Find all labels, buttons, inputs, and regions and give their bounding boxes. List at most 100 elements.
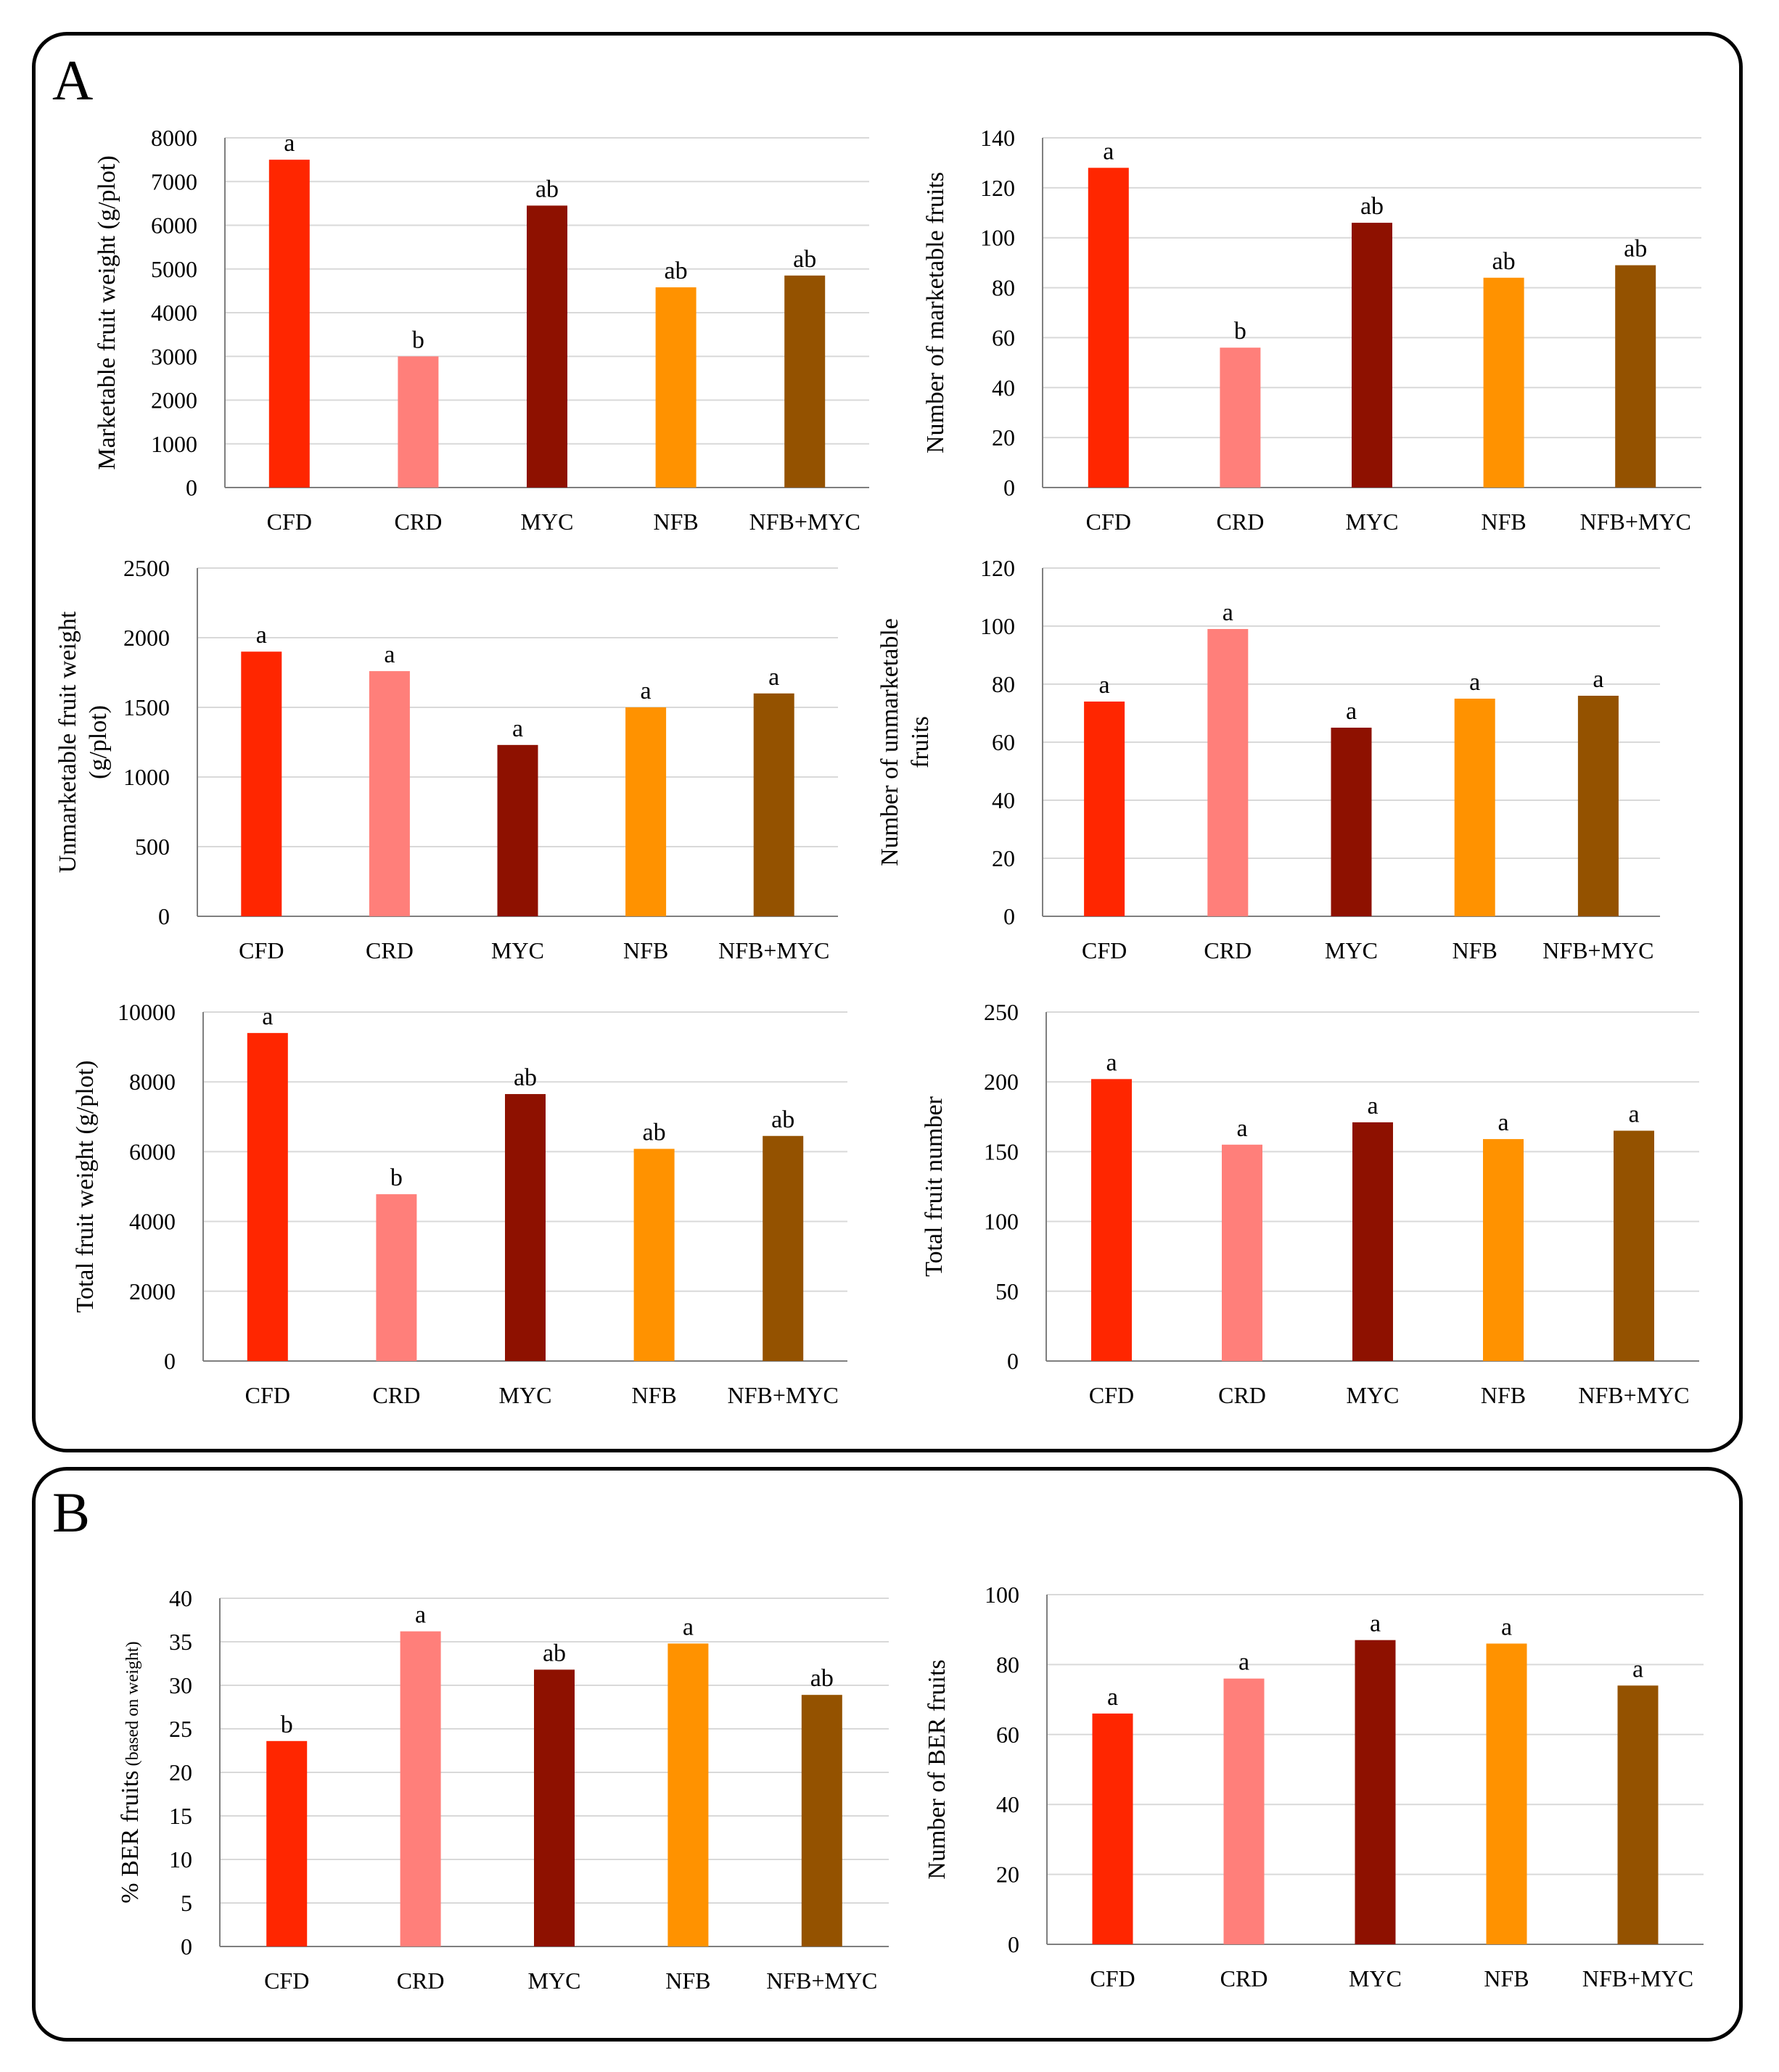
y-tick-label: 2500 <box>123 555 170 581</box>
x-tick-label: NFB+MYC <box>728 1382 839 1408</box>
significance-letter: a <box>1103 138 1114 165</box>
y-tick-label: 35 <box>169 1629 192 1655</box>
bar-nfb-myc <box>753 693 794 916</box>
significance-letter: a <box>284 130 295 157</box>
bar-nfb-myc <box>763 1135 804 1361</box>
significance-letter: a <box>1501 1613 1512 1640</box>
x-tick-label: NFB+MYC <box>1582 1965 1693 1991</box>
significance-letter: ab <box>793 246 816 273</box>
y-tick-label: 1500 <box>123 694 170 720</box>
significance-letter: ab <box>1492 248 1516 275</box>
x-tick-label: CFD <box>264 1968 309 1994</box>
y-tick-label: 20 <box>992 424 1015 451</box>
y-tick-label: 0 <box>1007 1348 1019 1374</box>
significance-letter: a <box>1469 669 1480 696</box>
x-tick-label: NFB+MYC <box>718 937 829 963</box>
y-axis-title: (g/plot) <box>85 705 112 779</box>
significance-letter: a <box>1497 1109 1508 1136</box>
y-tick-label: 500 <box>135 834 170 860</box>
x-tick-label: CFD <box>1090 1965 1135 1991</box>
y-tick-label: 5 <box>181 1890 192 1916</box>
y-tick-label: 4000 <box>151 300 197 326</box>
bar-myc <box>1331 728 1372 916</box>
significance-letter: ab <box>643 1119 666 1146</box>
panel-a-label: A <box>52 49 94 112</box>
significance-letter: ab <box>771 1106 794 1133</box>
bar-crd <box>400 1631 441 1946</box>
bar-nfb <box>1483 277 1524 488</box>
x-tick-label: CRD <box>1217 509 1265 535</box>
x-tick-label: NFB <box>653 509 698 535</box>
y-tick-label: 20 <box>992 845 1015 871</box>
bar-crd <box>369 671 410 916</box>
y-tick-label: 0 <box>1003 474 1015 501</box>
x-tick-label: NFB+MYC <box>1578 1382 1689 1408</box>
y-tick-label: 40 <box>992 787 1015 813</box>
bar-nfb-myc <box>801 1695 842 1946</box>
y-tick-label: 0 <box>1003 903 1015 929</box>
bar-cfd <box>268 160 310 488</box>
y-tick-label: 0 <box>158 903 170 929</box>
significance-letter: a <box>1628 1101 1639 1128</box>
bar-cfd <box>247 1032 288 1361</box>
significance-letter: a <box>1593 666 1603 693</box>
y-tick-label: 10000 <box>118 999 176 1025</box>
x-tick-label: MYC <box>521 509 574 535</box>
bar-myc <box>505 1094 546 1361</box>
bar-cfd <box>1088 168 1129 488</box>
y-tick-label: 100 <box>980 613 1015 639</box>
y-tick-label: 120 <box>980 175 1015 201</box>
significance-letter: a <box>683 1613 694 1640</box>
x-tick-label: CRD <box>397 1968 445 1994</box>
significance-letter: a <box>1223 599 1233 626</box>
y-tick-label: 40 <box>996 1791 1019 1817</box>
significance-letter: a <box>1367 1093 1378 1119</box>
x-tick-label: NFB+MYC <box>766 1968 877 1994</box>
y-tick-label: 20 <box>169 1759 192 1785</box>
significance-letter: a <box>384 641 395 668</box>
significance-letter: ab <box>514 1064 537 1091</box>
significance-letter: a <box>768 664 779 691</box>
bar-cfd <box>266 1740 308 1946</box>
x-tick-label: MYC <box>1349 1965 1402 1991</box>
significance-letter: ab <box>810 1665 834 1692</box>
bar-crd <box>398 356 439 488</box>
y-tick-label: 5000 <box>151 256 197 282</box>
y-axis-title: % BER fruits (based on weight) <box>117 1641 144 1903</box>
bar-nfb-myc <box>1577 696 1619 916</box>
significance-letter: a <box>1346 698 1357 725</box>
x-tick-label: CRD <box>1220 1965 1268 1991</box>
bar-nfb <box>625 707 667 916</box>
significance-letter: a <box>1107 1684 1118 1711</box>
x-tick-label: NFB <box>1453 937 1497 963</box>
y-tick-label: 0 <box>186 474 197 501</box>
x-tick-label: CRD <box>395 509 443 535</box>
y-tick-label: 0 <box>181 1933 192 1960</box>
y-tick-label: 30 <box>169 1672 192 1698</box>
y-tick-label: 60 <box>992 729 1015 755</box>
y-tick-label: 3000 <box>151 343 197 369</box>
y-tick-label: 7000 <box>151 168 197 194</box>
x-tick-label: CFD <box>1089 1382 1134 1408</box>
bar-nfb <box>1483 1139 1524 1361</box>
significance-letter: ab <box>1624 236 1647 263</box>
y-axis-title: Number of BER fruits <box>924 1659 950 1879</box>
y-axis-title: Marketable fruit weight (g/plot) <box>94 155 120 469</box>
significance-letter: a <box>512 715 523 742</box>
bar-cfd <box>1092 1713 1133 1944</box>
x-tick-label: NFB+MYC <box>1542 937 1653 963</box>
y-tick-label: 0 <box>164 1348 176 1374</box>
y-tick-label: 15 <box>169 1803 192 1829</box>
y-tick-label: 6000 <box>129 1138 176 1164</box>
x-tick-label: NFB <box>623 937 668 963</box>
significance-letter: a <box>1106 1049 1117 1076</box>
bar-myc <box>1352 223 1392 488</box>
y-tick-label: 120 <box>980 555 1015 581</box>
y-tick-label: 4000 <box>129 1209 176 1235</box>
x-tick-label: MYC <box>1346 509 1399 535</box>
bar-cfd <box>1091 1079 1132 1361</box>
bar-myc <box>497 744 538 916</box>
y-tick-label: 200 <box>984 1069 1019 1095</box>
significance-letter: ab <box>1360 193 1384 220</box>
bar-cfd <box>241 651 282 916</box>
